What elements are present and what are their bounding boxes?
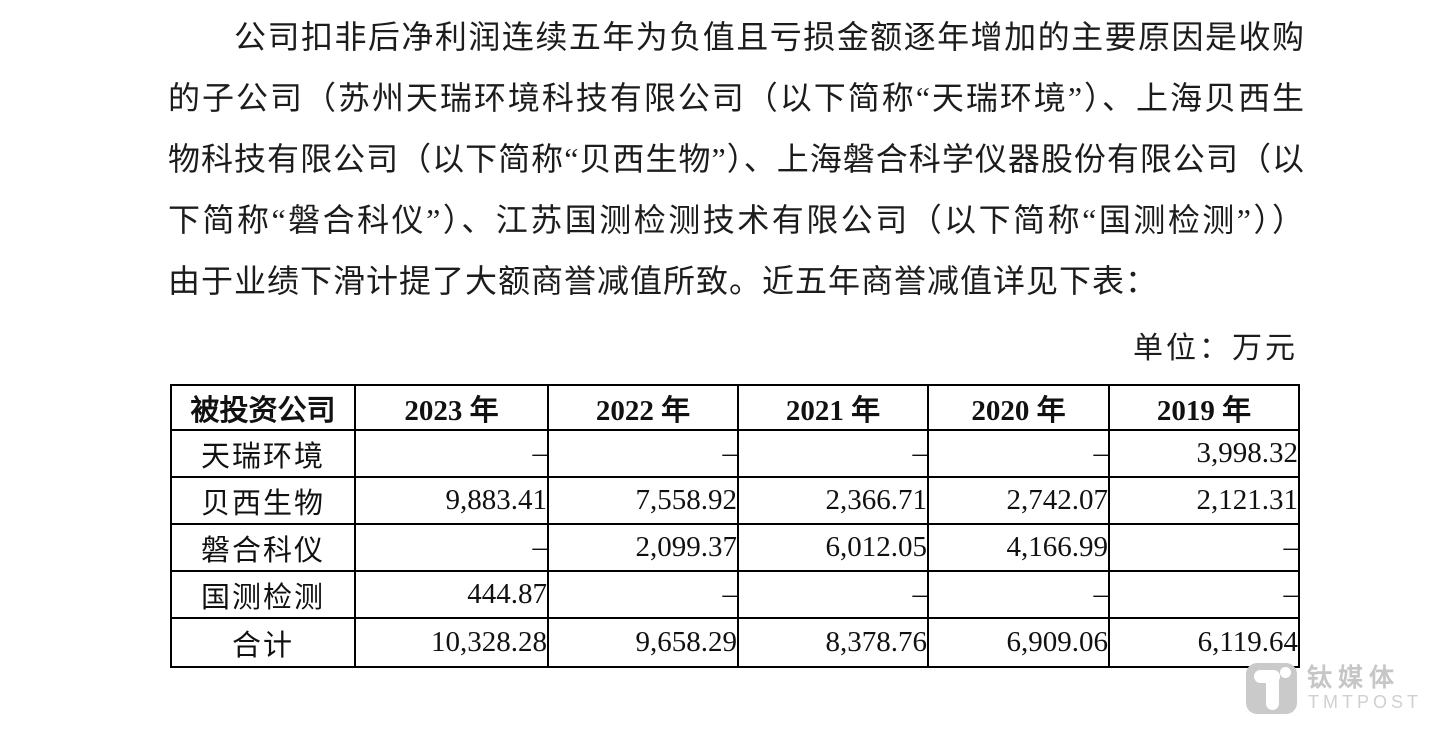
cell-value: –	[737, 429, 929, 478]
table-header-row: 被投资公司 2023 年 2022 年 2021 年 2020 年 2019 年	[170, 384, 1300, 431]
cell-value: 8,378.76	[737, 617, 929, 668]
cell-value: 4,166.99	[927, 523, 1110, 572]
tmtpost-watermark: 钛媒体 TMTPOST	[1246, 662, 1440, 722]
col-header-2022: 2022 年	[547, 384, 739, 431]
cell-value: 444.87	[354, 570, 549, 619]
tmtpost-logo-icon	[1246, 663, 1297, 714]
cell-value: 2,099.37	[547, 523, 739, 572]
company-name: 天瑞环境	[170, 429, 356, 478]
col-header-company: 被投资公司	[170, 384, 356, 431]
cell-value: 9,883.41	[354, 476, 549, 525]
paragraph-line: 由于业绩下滑计提了大额商誉减值所致。近五年商誉减值详见下表：	[168, 263, 1159, 299]
cell-value: 6,012.05	[737, 523, 929, 572]
cell-value: –	[547, 570, 739, 619]
col-header-2023: 2023 年	[354, 384, 549, 431]
cell-value: –	[927, 429, 1110, 478]
total-label: 合计	[170, 617, 356, 668]
paragraph-line: 公司扣非后净利润连续五年为负值且亏损金额逐年增加的主要原因是收购	[234, 19, 1305, 55]
cell-value: –	[354, 429, 549, 478]
cell-value: –	[547, 429, 739, 478]
col-header-2020: 2020 年	[927, 384, 1110, 431]
table-row: 贝西生物 9,883.41 7,558.92 2,366.71 2,742.07…	[170, 476, 1300, 525]
table-total-row: 合计 10,328.28 9,658.29 8,378.76 6,909.06 …	[170, 617, 1300, 668]
company-name: 国测检测	[170, 570, 356, 619]
cell-value: 7,558.92	[547, 476, 739, 525]
cell-value: 6,909.06	[927, 617, 1110, 668]
table-row: 国测检测 444.87 – – – –	[170, 570, 1300, 619]
cell-value: 2,742.07	[927, 476, 1110, 525]
paragraph-line: 物科技有限公司（以下简称“贝西生物”）、上海磐合科学仪器股份有限公司（以	[168, 141, 1305, 177]
cell-value: 6,119.64	[1108, 617, 1300, 668]
paragraph-line: 下简称“磐合科仪”）、江苏国测检测技术有限公司（以下简称“国测检测”））	[168, 202, 1305, 238]
logo-t-stem	[1266, 675, 1279, 710]
cell-value: 10,328.28	[354, 617, 549, 668]
cell-value: –	[927, 570, 1110, 619]
watermark-en-text: TMTPOST	[1308, 692, 1422, 712]
unit-label: 单位：万元	[1133, 332, 1298, 365]
watermark-cn-text: 钛媒体	[1307, 664, 1401, 692]
col-header-2021: 2021 年	[737, 384, 929, 431]
cell-value: 2,121.31	[1108, 476, 1300, 525]
table-row: 天瑞环境 – – – – 3,998.32	[170, 429, 1300, 478]
company-name: 磐合科仪	[170, 523, 356, 572]
cell-value: 3,998.32	[1108, 429, 1300, 478]
table-row: 磐合科仪 – 2,099.37 6,012.05 4,166.99 –	[170, 523, 1300, 572]
cell-value: –	[354, 523, 549, 572]
paragraph-line: 的子公司（苏州天瑞环境科技有限公司（以下简称“天瑞环境”）、上海贝西生	[168, 80, 1305, 116]
cell-value: 9,658.29	[547, 617, 739, 668]
company-name: 贝西生物	[170, 476, 356, 525]
body-paragraph: 公司扣非后净利润连续五年为负值且亏损金额逐年增加的主要原因是收购 的子公司（苏州…	[168, 7, 1305, 312]
cell-value: –	[1108, 523, 1300, 572]
cell-value: –	[737, 570, 929, 619]
goodwill-impairment-table: 被投资公司 2023 年 2022 年 2021 年 2020 年 2019 年…	[170, 384, 1300, 668]
cell-value: –	[1108, 570, 1300, 619]
cell-value: 2,366.71	[737, 476, 929, 525]
logo-dot	[1280, 667, 1291, 678]
col-header-2019: 2019 年	[1108, 384, 1300, 431]
